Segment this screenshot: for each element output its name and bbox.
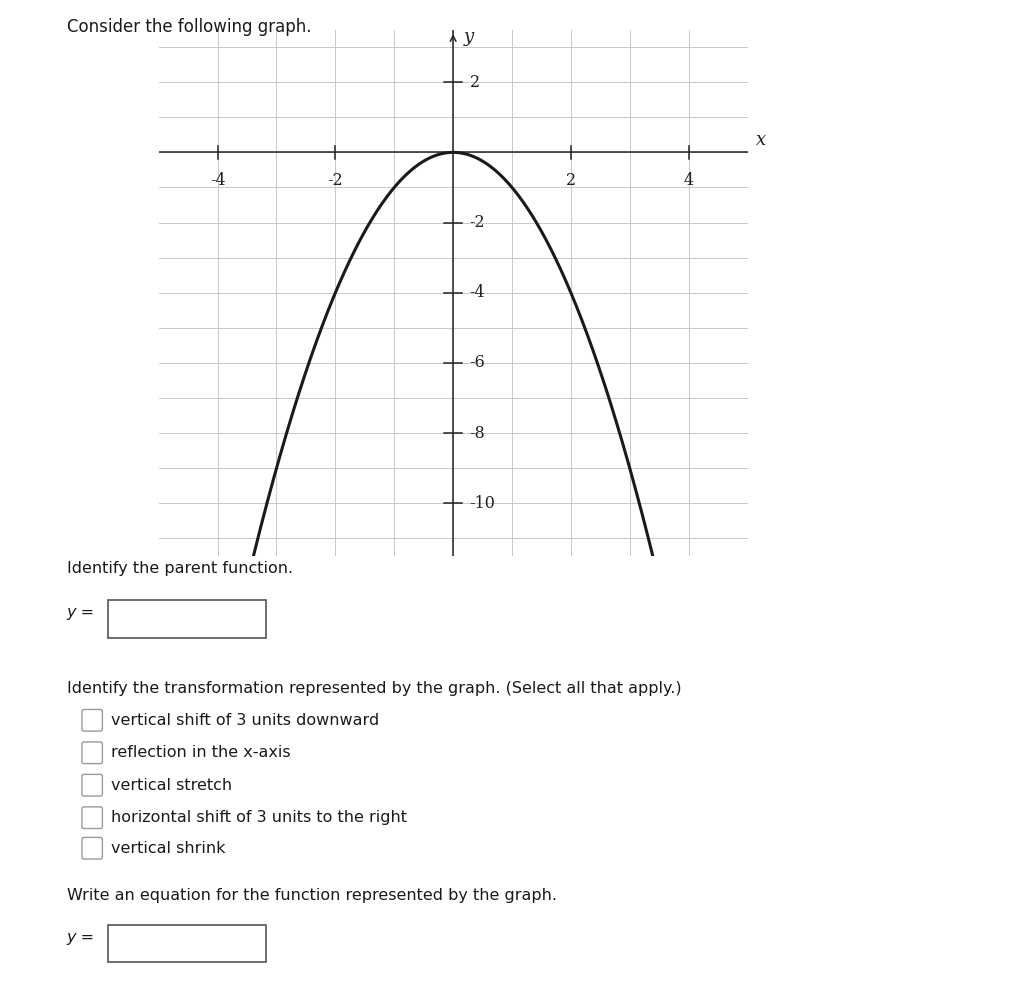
Text: Write an equation for the function represented by the graph.: Write an equation for the function repre…	[67, 888, 557, 902]
Text: Identify the transformation represented by the graph. (Select all that apply.): Identify the transformation represented …	[67, 681, 681, 696]
Text: -4: -4	[470, 284, 485, 301]
Text: 4: 4	[684, 171, 693, 189]
Text: Consider the following graph.: Consider the following graph.	[67, 18, 311, 35]
Text: -2: -2	[328, 171, 343, 189]
Text: -2: -2	[470, 215, 485, 231]
Text: -8: -8	[470, 425, 485, 442]
Text: y =: y =	[67, 605, 94, 620]
Text: y =: y =	[67, 930, 94, 945]
Text: vertical stretch: vertical stretch	[111, 777, 231, 793]
Text: reflection in the x-axis: reflection in the x-axis	[111, 745, 290, 761]
Text: vertical shrink: vertical shrink	[111, 840, 225, 856]
Text: 2: 2	[566, 171, 575, 189]
Text: Identify the parent function.: Identify the parent function.	[67, 561, 293, 576]
Text: horizontal shift of 3 units to the right: horizontal shift of 3 units to the right	[111, 810, 407, 826]
Text: -10: -10	[470, 495, 496, 512]
Text: -4: -4	[210, 171, 225, 189]
Text: vertical shift of 3 units downward: vertical shift of 3 units downward	[111, 712, 379, 728]
Text: 2: 2	[470, 74, 479, 91]
Text: y: y	[464, 28, 474, 46]
Text: -6: -6	[470, 354, 485, 371]
Text: x: x	[757, 131, 767, 149]
